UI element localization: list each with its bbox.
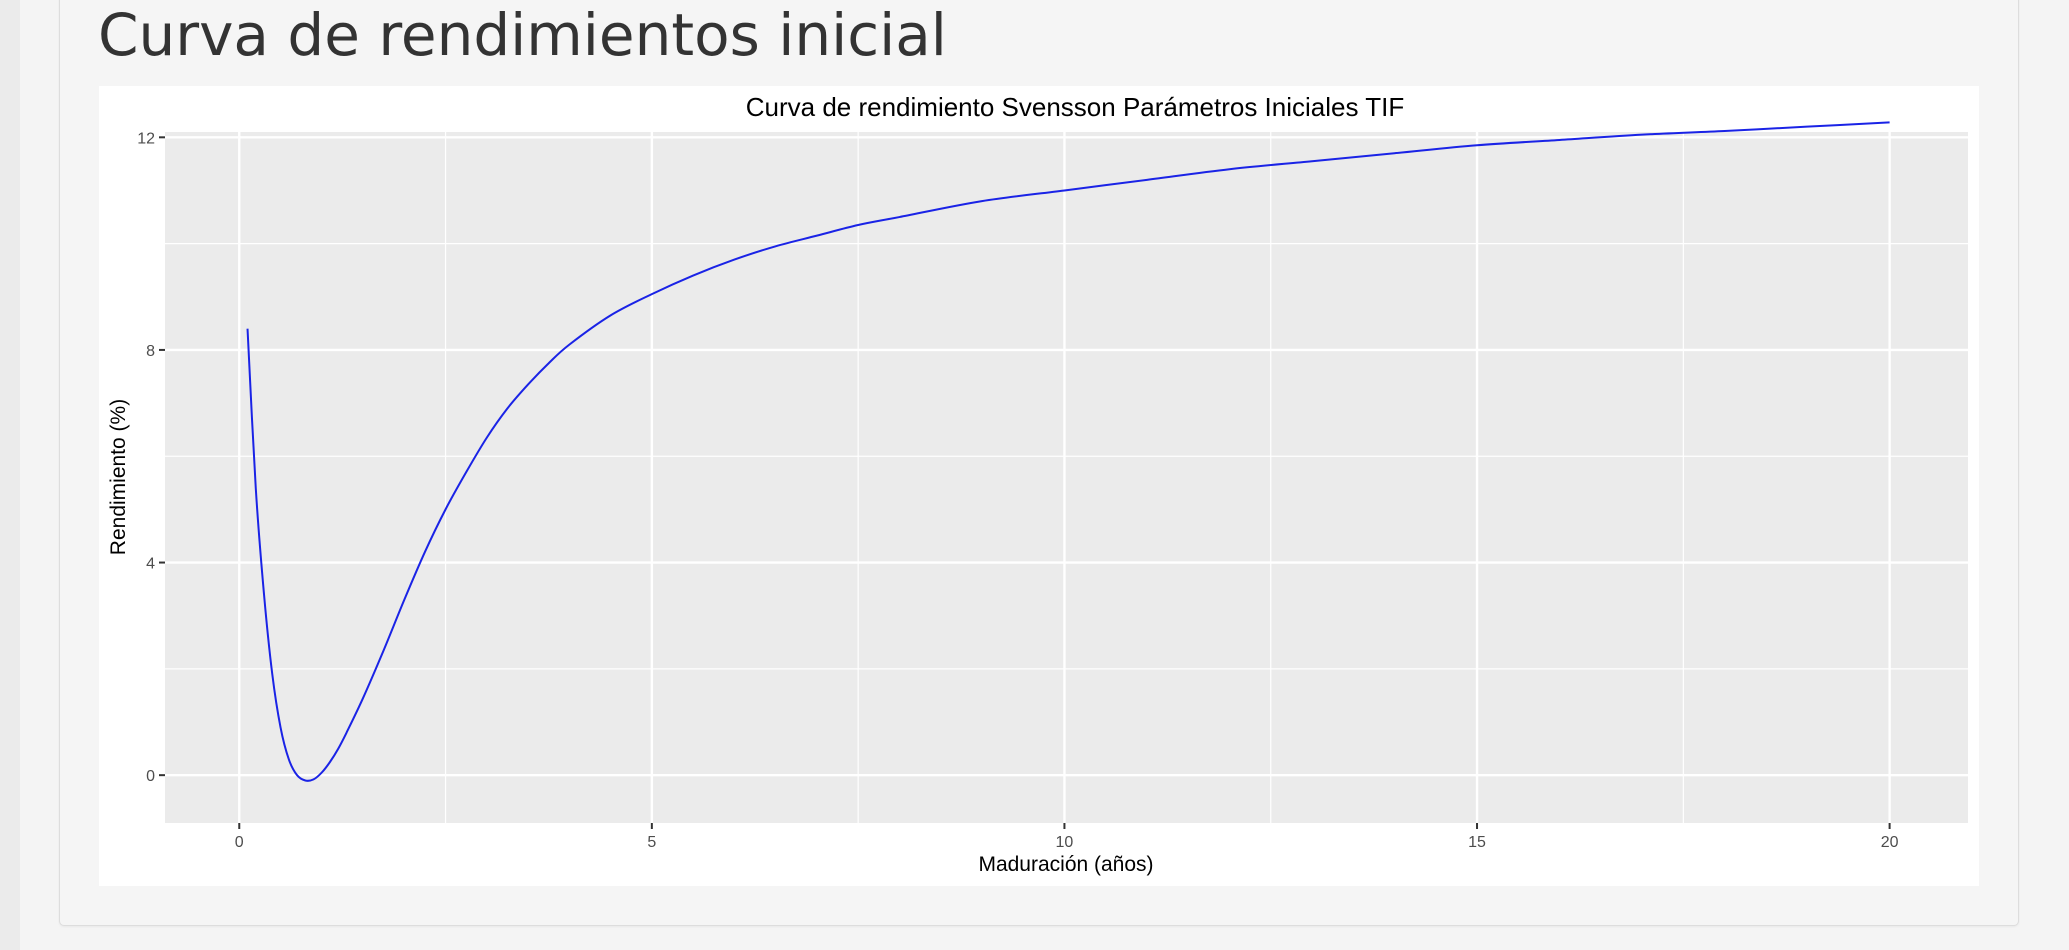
minor-gridlines — [165, 132, 1968, 823]
y-tick-label: 8 — [146, 343, 155, 360]
left-margin-strip — [0, 0, 20, 950]
series-layer — [246, 121, 1890, 782]
yield-curve-chart: Curva de rendimiento Svensson Parámetros… — [107, 92, 1968, 876]
major-gridlines — [165, 132, 1968, 823]
x-tick-label: 0 — [235, 834, 244, 851]
x-axis: 0 5 10 15 20 — [235, 823, 1899, 851]
x-tick-label: 15 — [1468, 834, 1486, 851]
x-axis-label: Maduración (años) — [978, 853, 1153, 876]
y-axis: 0 4 8 12 — [137, 130, 165, 785]
plot-output: Curva de rendimiento Svensson Parámetros… — [99, 86, 1979, 886]
chart-title: Curva de rendimiento Svensson Parámetros… — [746, 92, 1404, 122]
x-tick-label: 10 — [1056, 834, 1074, 851]
x-tick-label: 20 — [1881, 834, 1899, 851]
yield-curve-line — [246, 121, 1890, 782]
y-tick-label: 12 — [137, 130, 155, 147]
y-tick-label: 4 — [146, 556, 155, 573]
plot-panel — [165, 132, 1968, 823]
y-tick-label: 0 — [146, 768, 155, 785]
x-tick-label: 5 — [647, 834, 656, 851]
y-axis-label: Rendimiento (%) — [107, 399, 130, 555]
page-title: Curva de rendimientos inicial — [98, 1, 947, 69]
